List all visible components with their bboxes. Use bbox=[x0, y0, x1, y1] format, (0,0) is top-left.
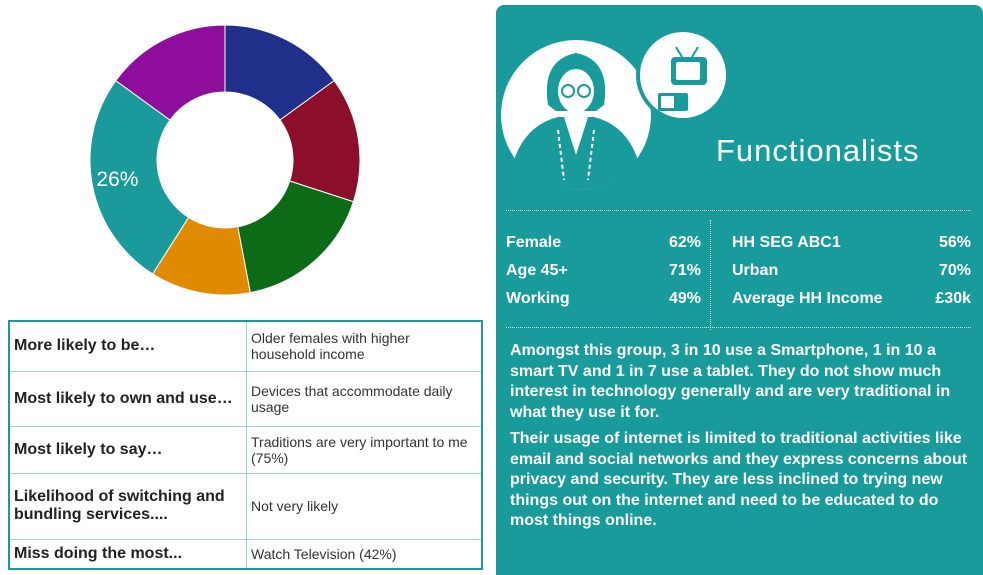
stat-value: £30k bbox=[935, 290, 971, 307]
glasses bbox=[577, 84, 591, 98]
divider bbox=[710, 220, 711, 330]
stat-label: Working bbox=[506, 290, 570, 307]
stat-label: HH SEG ABC1 bbox=[732, 234, 841, 251]
data-label: 26% bbox=[96, 168, 138, 191]
persona-title: Functionalists bbox=[716, 133, 920, 168]
person-face bbox=[558, 69, 594, 113]
donut-segment bbox=[237, 180, 355, 294]
row-label: More likely to be… bbox=[8, 320, 247, 372]
donut-segment bbox=[115, 24, 226, 121]
stat-label: Urban bbox=[732, 262, 779, 279]
glasses bbox=[561, 84, 575, 98]
antenna bbox=[675, 46, 683, 58]
row-label: Most likely to say… bbox=[8, 425, 247, 474]
table-row: More likely to be… Older females with hig… bbox=[8, 320, 483, 372]
row-value: Watch Television (42%) bbox=[246, 538, 483, 570]
row-value: Not very likely bbox=[246, 472, 483, 540]
paragraph: Their usage of internet is limited to tr… bbox=[510, 430, 968, 529]
table-row: Miss doing the most... Watch Television (… bbox=[8, 538, 483, 570]
stat-value: 49% bbox=[668, 290, 701, 307]
stat-label: Female bbox=[506, 234, 562, 251]
profile-table: More likely to be… Older females with hig… bbox=[8, 320, 483, 570]
table-row: Most likely to say… Traditions are very i… bbox=[8, 425, 483, 474]
radio-speaker bbox=[661, 96, 674, 108]
donut-chart: 26% bbox=[89, 24, 361, 296]
description: Amongst this group, 3 in 10 use a Smartp… bbox=[510, 341, 972, 538]
tv-screen bbox=[676, 62, 700, 80]
row-value: Traditions are very important to me (75%… bbox=[246, 425, 483, 474]
divider bbox=[506, 327, 971, 328]
stat-label: Average HH Income bbox=[732, 290, 883, 307]
stat-label: Age 45+ bbox=[506, 262, 568, 279]
divider bbox=[506, 210, 971, 211]
antenna bbox=[691, 46, 699, 58]
persona-icons bbox=[501, 28, 730, 190]
row-label: Miss doing the most... bbox=[8, 538, 247, 570]
table-row: Likelihood of switching and bundling ser… bbox=[8, 472, 483, 540]
row-value: Older females with higher household inco… bbox=[246, 320, 483, 372]
row-value: Devices that accommodate daily usage bbox=[246, 370, 483, 427]
stat-value: 71% bbox=[668, 262, 701, 279]
row-label: Likelihood of switching and bundling ser… bbox=[8, 472, 247, 540]
row-label: Most likely to own and use… bbox=[8, 370, 247, 427]
persona-panel: Functionalists Female 62% Age 45+ 71% Workin… bbox=[496, 5, 983, 575]
stitch bbox=[557, 129, 565, 181]
stitch bbox=[587, 129, 595, 181]
stat-value: 56% bbox=[938, 234, 971, 251]
stat-value: 62% bbox=[668, 234, 701, 251]
table-row: Most likely to own and use… Devices that … bbox=[8, 370, 483, 427]
stat-value: 70% bbox=[938, 262, 971, 279]
paragraph: Amongst this group, 3 in 10 use a Smartp… bbox=[510, 342, 951, 421]
donut-segment bbox=[89, 79, 190, 275]
person-collar bbox=[564, 117, 588, 155]
